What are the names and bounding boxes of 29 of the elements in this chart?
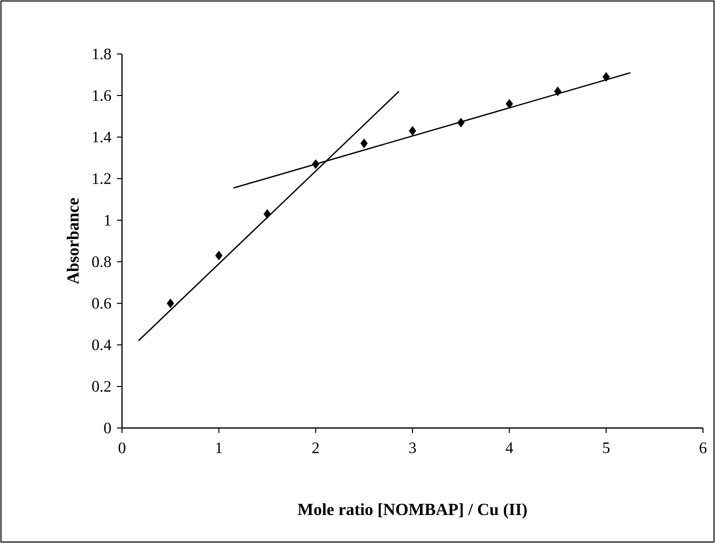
point xyxy=(457,118,465,128)
y-axis-title: Absorbance xyxy=(66,198,79,284)
x-axis-title: Mole ratio [NOMBAP] / Cu (II) xyxy=(298,503,527,519)
y-tick-label: 1.2 xyxy=(92,173,111,184)
point xyxy=(408,126,416,136)
x-tick-label: 6 xyxy=(700,442,707,454)
y-tick-label: 1.8 xyxy=(92,48,111,60)
y-tick-label: 0 xyxy=(104,422,111,434)
y-tick-label: 0.4 xyxy=(92,339,112,350)
point xyxy=(506,99,513,109)
x-tick-label: 3 xyxy=(409,442,416,454)
point xyxy=(360,138,368,148)
y-tick-label: 1.4 xyxy=(92,132,112,142)
y-tick-label: 0.6 xyxy=(92,298,112,309)
y-tick-label: 1.6 xyxy=(92,90,112,101)
y-tick-label: 0.8 xyxy=(92,256,111,268)
x-tick-label: 0 xyxy=(118,442,126,454)
x-tick-label: 5 xyxy=(603,442,610,454)
x-tick-label: 2 xyxy=(312,442,319,454)
x-tick-label: 1 xyxy=(216,442,222,454)
x-tick-label: 4 xyxy=(506,442,514,454)
point xyxy=(312,159,320,169)
point xyxy=(264,209,271,219)
point xyxy=(602,72,610,82)
point xyxy=(554,86,562,96)
y-tick-label: 0.2 xyxy=(92,381,111,392)
y-tick-label: 1 xyxy=(104,214,111,226)
point xyxy=(215,250,222,260)
point xyxy=(166,298,174,308)
